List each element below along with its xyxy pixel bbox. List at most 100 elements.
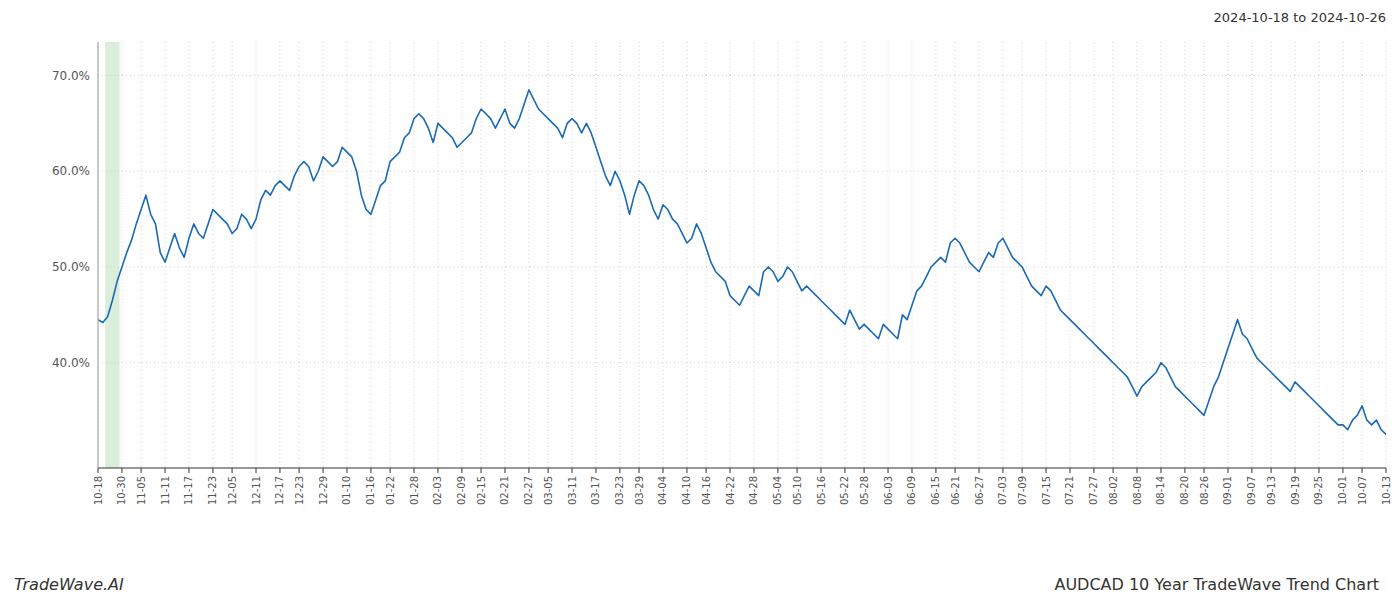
grid-line-x (1295, 42, 1296, 468)
grid-line-x (188, 42, 189, 468)
x-tick (935, 468, 936, 473)
y-tick-labels: 40.0%50.0%60.0%70.0% (52, 69, 90, 370)
grid-line-x (639, 42, 640, 468)
x-tick-label: 10-07 (1357, 476, 1368, 505)
x-tick-label: 10-18 (93, 476, 104, 505)
x-tick-label: 07-09 (1017, 476, 1028, 505)
grid-line-x (686, 42, 687, 468)
grid-line-x (1137, 42, 1138, 468)
x-tick-label: 08-14 (1155, 476, 1166, 505)
x-tick (730, 468, 731, 473)
grid-line-x (1204, 42, 1205, 468)
x-tick (572, 468, 573, 473)
grid-line-x (370, 42, 371, 468)
x-tick-label: 06-21 (950, 476, 961, 505)
x-tick-label: 09-13 (1266, 476, 1277, 505)
x-tick (414, 468, 415, 473)
x-tick (1362, 468, 1363, 473)
x-tick (299, 468, 300, 473)
x-tick-label: 11-17 (183, 476, 194, 505)
grid-line-x (844, 42, 845, 468)
x-tick-label: 11-05 (136, 476, 147, 505)
x-tick-label: 03-11 (567, 476, 578, 505)
x-tick-label: 05-28 (859, 476, 870, 505)
x-tick-label: 12-23 (294, 476, 305, 505)
grid-line-x (165, 42, 166, 468)
x-tick-label: 12-11 (251, 476, 262, 505)
grid-line-x (212, 42, 213, 468)
plot-area (98, 90, 1386, 435)
x-tick (595, 468, 596, 473)
x-tick-label: 06-09 (906, 476, 917, 505)
grid-line-y (98, 171, 1386, 172)
x-tick (1093, 468, 1094, 473)
grid-line-x (911, 42, 912, 468)
x-tick (1318, 468, 1319, 473)
grid-line-x (279, 42, 280, 468)
x-tick (370, 468, 371, 473)
grid-line-x (777, 42, 778, 468)
x-tick-label: 06-03 (883, 476, 894, 505)
x-tick-label: 04-28 (748, 476, 759, 505)
x-tick-label: 09-19 (1290, 476, 1301, 505)
grid-line-x (1318, 42, 1319, 468)
grid-line-x (346, 42, 347, 468)
x-tick-label: 06-27 (974, 476, 985, 505)
x-tick-label: 04-10 (681, 476, 692, 505)
x-tick-label: 03-05 (543, 476, 554, 505)
x-tick-label: 02-15 (476, 476, 487, 505)
grid-line-x (935, 42, 936, 468)
x-tick-label: 07-15 (1041, 476, 1052, 505)
x-tick (256, 468, 257, 473)
x-tick (121, 468, 122, 473)
x-tick-label: 08-26 (1199, 476, 1210, 505)
grid-line-x (1362, 42, 1363, 468)
y-tick-label: 40.0% (52, 356, 90, 370)
grid-line-x (979, 42, 980, 468)
grid-line-x (706, 42, 707, 468)
x-tick-label: 03-17 (590, 476, 601, 505)
x-tick-label: 08-08 (1132, 476, 1143, 505)
grid-line-x (1184, 42, 1185, 468)
x-tick (1342, 468, 1343, 473)
grid-line-x (528, 42, 529, 468)
x-tick-label: 02-03 (432, 476, 443, 505)
x-tick-label: 01-16 (365, 476, 376, 505)
grid-line-x (232, 42, 233, 468)
grid-line-x (1251, 42, 1252, 468)
x-tick-label: 01-10 (341, 476, 352, 505)
y-axis-line (98, 42, 99, 468)
x-tick-label: 02-21 (499, 476, 510, 505)
x-tick (1002, 468, 1003, 473)
x-tick-label: 04-04 (657, 476, 668, 505)
x-tick (232, 468, 233, 473)
grid-line-x (141, 42, 142, 468)
x-tick-label: 10-30 (116, 476, 127, 505)
x-tick (528, 468, 529, 473)
x-tick (619, 468, 620, 473)
x-tick (1069, 468, 1070, 473)
grid-line-x (461, 42, 462, 468)
x-tick (188, 468, 189, 473)
grid-line-x (504, 42, 505, 468)
grid-line-x (662, 42, 663, 468)
y-tick-label: 50.0% (52, 260, 90, 274)
x-tick (662, 468, 663, 473)
x-tick-label: 08-20 (1179, 476, 1190, 505)
x-tick-label: 04-22 (725, 476, 736, 505)
grid-line-x (1022, 42, 1023, 468)
x-tick-label: 01-22 (385, 476, 396, 505)
x-tick-label: 03-29 (634, 476, 645, 505)
x-tick (1113, 468, 1114, 473)
x-tick (797, 468, 798, 473)
title: AUDCAD 10 Year TradeWave Trend Chart (1054, 575, 1379, 594)
x-tick (390, 468, 391, 473)
x-tick (141, 468, 142, 473)
x-tick-label: 12-17 (274, 476, 285, 505)
grid-line-x (1002, 42, 1003, 468)
x-tick-label: 09-01 (1222, 476, 1233, 505)
grid-line-x (121, 42, 122, 468)
x-tick (1046, 468, 1047, 473)
x-tick (911, 468, 912, 473)
x-tick (548, 468, 549, 473)
